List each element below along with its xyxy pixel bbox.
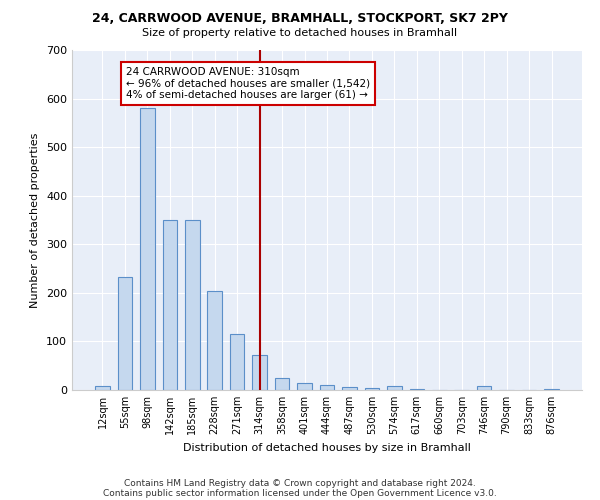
Bar — [140, 108, 155, 390]
Bar — [342, 386, 357, 390]
Bar — [544, 388, 559, 390]
Bar — [230, 334, 244, 390]
Text: 24, CARRWOOD AVENUE, BRAMHALL, STOCKPORT, SK7 2PY: 24, CARRWOOD AVENUE, BRAMHALL, STOCKPORT… — [92, 12, 508, 26]
Y-axis label: Number of detached properties: Number of detached properties — [31, 132, 40, 308]
Bar — [410, 388, 424, 390]
Bar — [208, 292, 222, 390]
Bar — [95, 386, 110, 390]
Bar — [297, 382, 312, 390]
Text: Contains public sector information licensed under the Open Government Licence v3: Contains public sector information licen… — [103, 488, 497, 498]
Bar — [163, 220, 177, 390]
Bar — [320, 385, 334, 390]
Bar — [477, 386, 491, 390]
Bar — [118, 277, 132, 390]
Text: Size of property relative to detached houses in Bramhall: Size of property relative to detached ho… — [142, 28, 458, 38]
Text: 24 CARRWOOD AVENUE: 310sqm
← 96% of detached houses are smaller (1,542)
4% of se: 24 CARRWOOD AVENUE: 310sqm ← 96% of deta… — [126, 67, 370, 100]
Bar — [253, 355, 267, 390]
Bar — [365, 388, 379, 390]
Text: Contains HM Land Registry data © Crown copyright and database right 2024.: Contains HM Land Registry data © Crown c… — [124, 478, 476, 488]
X-axis label: Distribution of detached houses by size in Bramhall: Distribution of detached houses by size … — [183, 442, 471, 452]
Bar — [275, 378, 289, 390]
Bar — [185, 220, 200, 390]
Bar — [387, 386, 401, 390]
